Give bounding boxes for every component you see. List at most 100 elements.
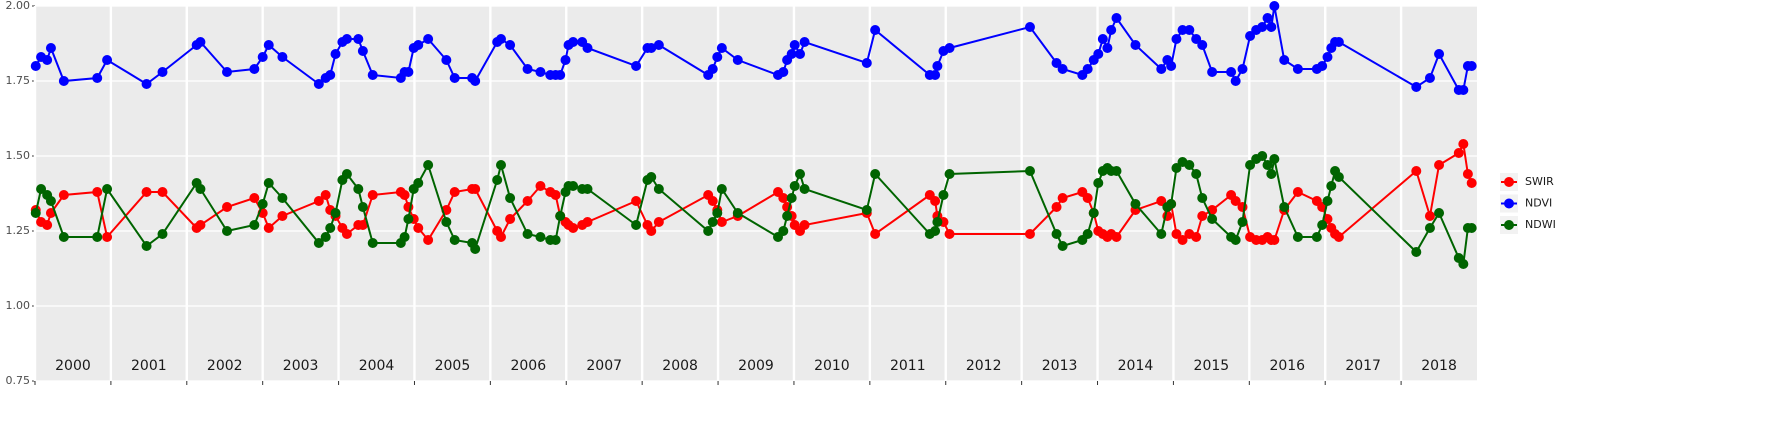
x-tick-label: 2012 — [966, 358, 1002, 374]
data-point — [505, 214, 516, 224]
data-point — [944, 169, 955, 179]
y-tick-label: 1.50 — [6, 149, 31, 162]
data-point — [1184, 25, 1195, 35]
data-point — [399, 232, 410, 242]
data-point — [930, 70, 941, 80]
data-point — [1088, 208, 1099, 218]
data-point — [1156, 229, 1167, 239]
data-point — [403, 214, 414, 224]
data-point — [1269, 235, 1280, 245]
data-point — [555, 211, 566, 221]
data-point — [441, 55, 452, 65]
data-point — [932, 217, 943, 227]
data-point — [1082, 193, 1093, 203]
data-point — [1466, 178, 1477, 188]
data-point — [522, 196, 533, 206]
data-point — [470, 244, 481, 254]
data-point — [357, 220, 368, 230]
data-point — [1458, 85, 1469, 95]
data-point — [449, 235, 460, 245]
data-point — [1111, 166, 1122, 176]
data-point — [1317, 61, 1328, 71]
data-point — [45, 196, 56, 206]
x-tick-label: 2007 — [586, 358, 622, 374]
data-point — [1130, 40, 1141, 50]
data-point — [1434, 49, 1445, 59]
data-point — [1102, 43, 1113, 53]
data-point — [249, 193, 260, 203]
data-point — [222, 67, 233, 77]
data-point — [249, 220, 260, 230]
y-tick-label: 2.00 — [6, 0, 31, 12]
data-point — [1257, 151, 1268, 161]
y-tick-label: 0.75 — [6, 374, 31, 387]
data-point — [367, 70, 378, 80]
data-point — [712, 208, 723, 218]
data-point — [157, 187, 168, 197]
data-point — [789, 40, 800, 50]
data-point — [646, 226, 657, 236]
data-point — [1057, 64, 1068, 74]
x-tick-label: 2017 — [1345, 358, 1381, 374]
data-point — [1333, 37, 1344, 47]
data-point — [1262, 13, 1273, 23]
data-point — [555, 70, 566, 80]
data-point — [653, 40, 664, 50]
data-point — [1207, 214, 1218, 224]
data-point — [222, 226, 233, 236]
data-point — [313, 79, 324, 89]
data-point — [367, 190, 378, 200]
data-point — [1458, 139, 1469, 149]
data-point — [870, 229, 881, 239]
x-tick-label: 2018 — [1421, 358, 1457, 374]
data-point — [1106, 25, 1117, 35]
data-point — [313, 196, 324, 206]
x-tick-label: 2006 — [510, 358, 546, 374]
data-point — [716, 217, 727, 227]
data-point — [653, 184, 664, 194]
data-point — [712, 52, 723, 62]
data-point — [505, 40, 516, 50]
data-point — [441, 217, 452, 227]
data-point — [1269, 154, 1280, 164]
x-tick-label: 2002 — [207, 358, 243, 374]
data-point — [582, 217, 593, 227]
data-point — [1082, 229, 1093, 239]
data-point — [277, 211, 288, 221]
data-point — [1051, 202, 1062, 212]
data-point — [1024, 229, 1035, 239]
data-point — [1453, 148, 1464, 158]
data-point — [782, 211, 793, 221]
data-point — [1191, 34, 1202, 44]
data-point — [1333, 232, 1344, 242]
data-point — [631, 61, 642, 71]
data-point — [58, 76, 69, 86]
data-point — [1093, 178, 1104, 188]
legend-label: NDWI — [1525, 218, 1556, 231]
data-point — [707, 196, 718, 206]
data-point — [30, 208, 41, 218]
data-point — [1245, 160, 1256, 170]
legend-label: SWIR — [1525, 175, 1554, 188]
data-point — [45, 43, 56, 53]
data-point — [1434, 160, 1445, 170]
data-point — [30, 61, 41, 71]
data-point — [799, 184, 810, 194]
data-point — [786, 193, 797, 203]
data-point — [341, 169, 352, 179]
data-point — [367, 238, 378, 248]
data-point — [1082, 64, 1093, 74]
data-point — [357, 46, 368, 56]
data-point — [423, 34, 434, 44]
data-point — [944, 229, 955, 239]
data-point — [786, 49, 797, 59]
data-point — [1197, 193, 1208, 203]
data-point — [1111, 232, 1122, 242]
data-point — [341, 34, 352, 44]
data-point — [325, 70, 336, 80]
data-point — [58, 232, 69, 242]
data-point — [1311, 232, 1322, 242]
data-point — [930, 226, 941, 236]
data-point — [1156, 196, 1167, 206]
